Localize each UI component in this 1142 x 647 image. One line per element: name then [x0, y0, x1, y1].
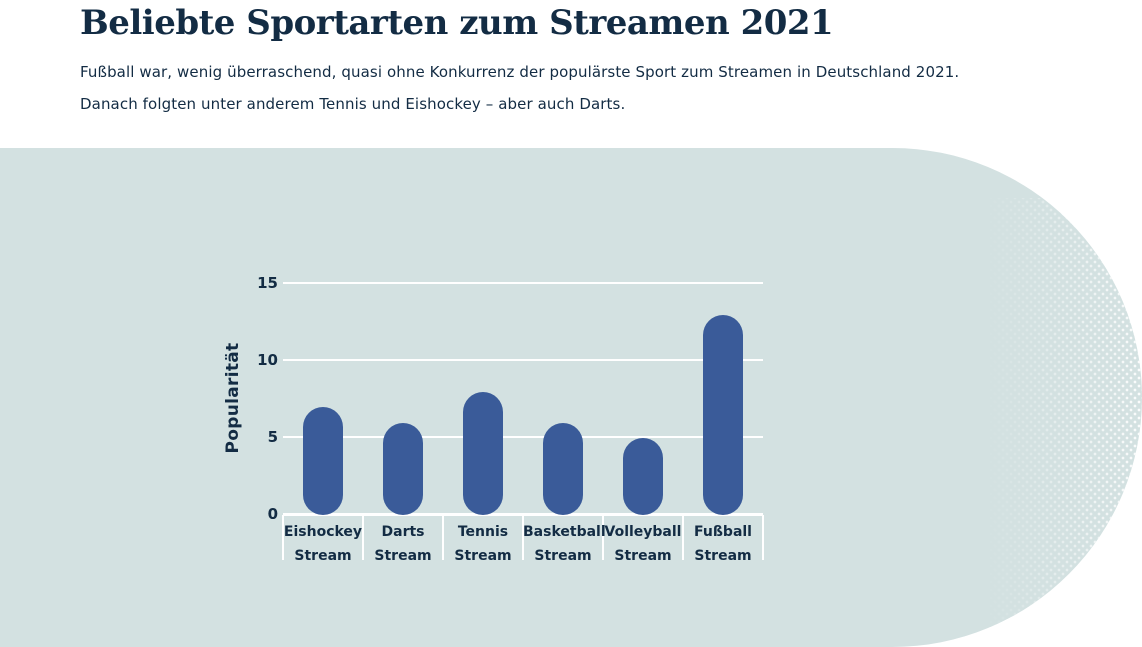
bar-fußball-stream: [703, 314, 743, 515]
x-category-label-line: Stream: [534, 548, 592, 564]
x-axis-separator: [762, 515, 764, 560]
y-axis-title: Popularität: [223, 342, 243, 454]
x-axis-separator: [602, 515, 604, 560]
x-category-label-line: Fußball: [694, 524, 752, 540]
y-tick-label-5: 5: [267, 428, 278, 446]
x-category-label-4: Basketball Stream: [523, 520, 606, 568]
bar-volleyball-stream: [623, 438, 663, 515]
gridline-15: [283, 282, 763, 284]
y-tick-label-15: 15: [257, 274, 278, 292]
x-category-label-line: Eishockey: [283, 524, 363, 540]
y-tick-label-10: 10: [257, 351, 278, 369]
bar-darts-stream: [383, 422, 423, 515]
halftone-dots-fade: [927, 198, 1142, 627]
x-category-label-line: Darts: [381, 524, 425, 540]
y-tick-label-0: 0: [267, 505, 278, 523]
page-subtitle: Fußball war, wenig überraschend, quasi o…: [80, 56, 1080, 120]
x-axis-separator: [282, 515, 284, 560]
x-category-label-line: Stream: [374, 548, 432, 564]
x-axis-separator: [442, 515, 444, 560]
header: Beliebte Sportarten zum Streamen 2021 Fu…: [80, 0, 1080, 120]
bar-basketball-stream: [543, 422, 583, 515]
x-axis-separator: [522, 515, 524, 560]
bar-tennis-stream: [463, 391, 503, 515]
page-subtitle-line-2: Danach folgten unter anderem Tennis und …: [80, 95, 626, 113]
content-panel: [0, 148, 1142, 647]
gridline-5: [283, 436, 763, 438]
x-category-label-line: Volleyball: [604, 524, 682, 540]
x-category-label-6: Fußball Stream: [683, 520, 763, 568]
x-category-label-1: Eishockey Stream: [283, 520, 363, 568]
gridline-10: [283, 359, 763, 361]
x-category-label-line: Basketball: [523, 524, 606, 540]
page-title: Beliebte Sportarten zum Streamen 2021: [80, 3, 834, 43]
x-category-label-line: Stream: [294, 548, 352, 564]
x-category-label-line: Tennis: [457, 524, 509, 540]
x-axis-separator: [362, 515, 364, 560]
page-subtitle-line-1: Fußball war, wenig überraschend, quasi o…: [80, 63, 960, 81]
x-category-label-5: Volleyball Stream: [603, 520, 683, 568]
x-category-label-line: Stream: [614, 548, 672, 564]
x-axis-baseline: [283, 513, 763, 516]
x-category-label-line: Stream: [694, 548, 752, 564]
bar-eishockey-stream: [303, 407, 343, 515]
x-category-label-3: Tennis Stream: [443, 520, 523, 568]
x-axis-separator: [682, 515, 684, 560]
x-category-label-line: Stream: [454, 548, 512, 564]
x-category-label-2: Darts Stream: [363, 520, 443, 568]
